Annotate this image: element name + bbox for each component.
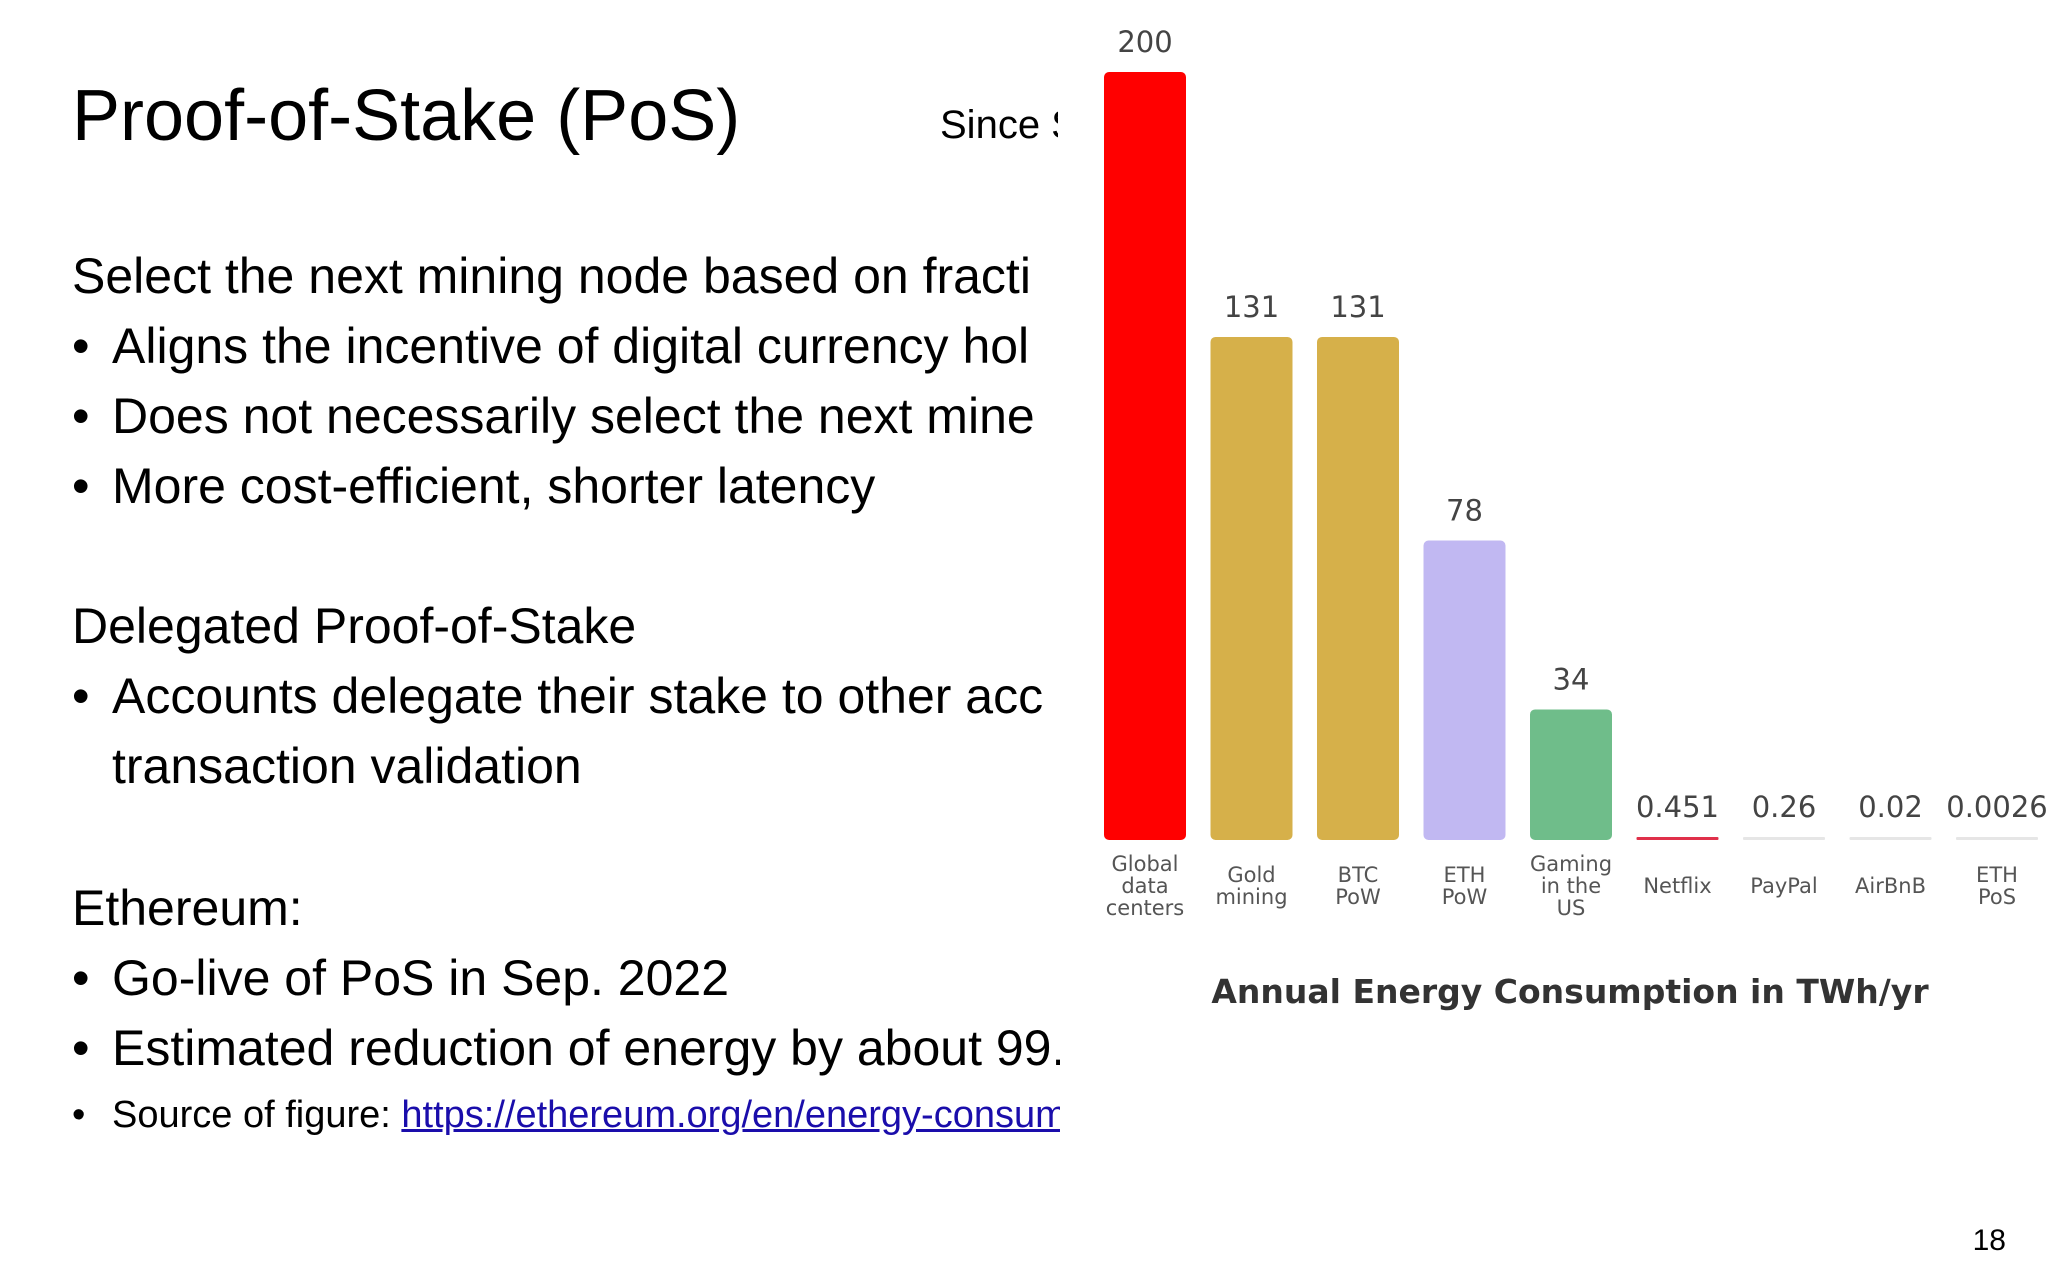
value-label-1: 131 <box>1224 290 1279 324</box>
page-number: 18 <box>1972 1224 2006 1257</box>
slide-title: Proof-of-Stake (PoS) <box>72 76 741 156</box>
category-label-0: Global data centers <box>1106 852 1185 920</box>
bullet-text: Aligns the incentive of digital currency… <box>112 318 1030 374</box>
bullet-dot: • <box>72 668 90 724</box>
bullet-text: Estimated reduction of energy by about 9… <box>112 1020 1060 1076</box>
bullet-dot: • <box>72 388 90 444</box>
category-label-6: PayPal <box>1750 874 1817 898</box>
bullet-text: Accounts delegate their stake to other a… <box>112 668 1044 724</box>
category-label-2: BTC PoW <box>1335 863 1381 909</box>
bullet-text: Go-live of PoS in Sep. 2022 <box>112 950 730 1006</box>
energy-consumption-bar-chart: 200 131 131 78 34 0.451 0.26 0.02 0.0026 Global d… <box>1104 25 2048 1011</box>
value-label-3: 78 <box>1446 493 1483 527</box>
bullet-text: More cost-efficient, shorter latency <box>112 458 876 514</box>
value-label-6: 0.26 <box>1752 790 1817 824</box>
section2-heading: Delegated Proof-of-Stake <box>72 598 637 654</box>
category-label-7: AirBnB <box>1855 874 1926 898</box>
section2-bullet-continuation: transaction validation <box>112 738 582 794</box>
value-label-7: 0.02 <box>1858 790 1923 824</box>
value-label-5: 0.451 <box>1636 790 1719 824</box>
bullet-dot: • <box>72 1094 86 1136</box>
category-label-5: Netflix <box>1643 874 1711 898</box>
chart-category-labels: Global data centers Gold mining BTC PoW ETH PoW G… <box>1106 852 2018 920</box>
source-prefix: Source of figure: <box>112 1094 402 1136</box>
category-label-1: Gold mining <box>1215 863 1287 909</box>
value-label-8: 0.0026 <box>1946 790 2047 824</box>
bar-1 <box>1210 336 1293 840</box>
category-label-4: Gaming in the US <box>1530 852 1612 920</box>
value-label-2: 131 <box>1330 290 1385 324</box>
bar-4 <box>1530 709 1612 840</box>
bar-2 <box>1317 336 1399 840</box>
value-label-4: 34 <box>1553 662 1590 696</box>
clipped-text-region: Since S Select the next mining node base… <box>72 103 1058 1006</box>
section3-heading: Ethereum: <box>72 880 303 936</box>
bullet-text: Does not necessarily select the next min… <box>112 388 1035 444</box>
bar-5 <box>1636 837 1719 840</box>
chart-value-labels: 200 131 131 78 34 0.451 0.26 0.02 0.0026 <box>1117 25 2047 824</box>
since-text: Since S <box>940 103 1058 147</box>
category-label-3: ETH PoW <box>1442 863 1488 909</box>
slide-text-area: Proof-of-Stake (PoS) Since S Select the … <box>72 76 1060 1140</box>
bar-0 <box>1104 72 1186 840</box>
bar-7 <box>1849 837 1932 840</box>
bullet-dot: • <box>72 458 90 514</box>
source-link[interactable]: https://ethereum.org/en/energy-consumpti… <box>401 1094 1060 1136</box>
section1-heading: Select the next mining node based on fra… <box>72 248 1031 304</box>
value-label-0: 200 <box>1117 25 1172 59</box>
chart-bars <box>1104 72 2038 840</box>
bullet-dot: • <box>72 1020 90 1076</box>
bar-3 <box>1423 540 1506 840</box>
bullet-dot: • <box>72 318 90 374</box>
bullet-dot: • <box>72 950 90 1006</box>
category-label-8: ETH PoS <box>1976 863 2018 909</box>
bar-6 <box>1743 837 1825 840</box>
chart-title: Annual Energy Consumption in TWh/yr <box>1211 972 1929 1011</box>
bar-8 <box>1956 837 2038 840</box>
source-text: Source of figure: https://ethereum.org/e… <box>112 1090 1060 1140</box>
